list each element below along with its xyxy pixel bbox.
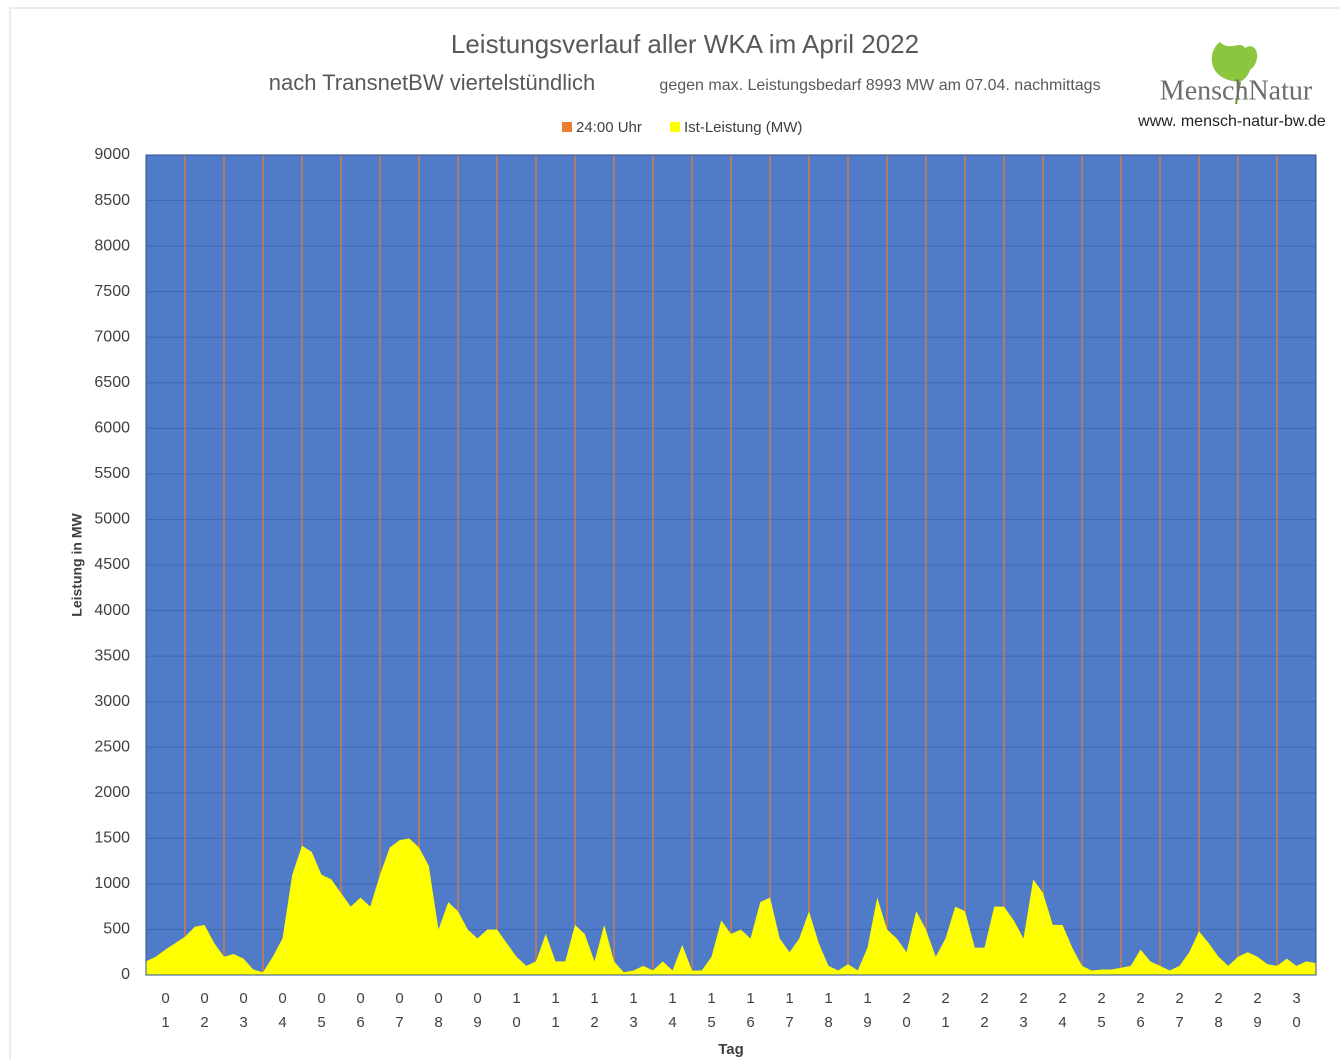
x-tick-label: 30 xyxy=(1292,990,1301,1031)
x-tick-label: 25 xyxy=(1097,990,1106,1031)
x-tick-label: 07 xyxy=(395,990,404,1031)
x-tick-label: 18 xyxy=(824,990,833,1031)
subtitle-note: gegen max. Leistungsbedarf 8993 MW am 07… xyxy=(659,77,1100,94)
x-tick-label: 06 xyxy=(356,990,365,1031)
x-tick-label: 11 xyxy=(551,990,560,1031)
y-tick-label: 4500 xyxy=(94,556,130,573)
x-tick-label: 12 xyxy=(590,990,599,1031)
legend-swatch xyxy=(562,122,572,132)
x-tick-label: 16 xyxy=(746,990,755,1031)
y-tick-label: 9000 xyxy=(94,146,130,163)
y-tick-label: 8500 xyxy=(94,192,130,209)
y-tick-label: 2000 xyxy=(94,784,130,801)
chart-title: Leistungsverlauf aller WKA im April 2022 xyxy=(451,29,919,59)
y-tick-label: 500 xyxy=(103,921,130,938)
y-tick-label: 3500 xyxy=(94,647,130,664)
x-tick-label: 19 xyxy=(863,990,872,1031)
x-tick-label: 26 xyxy=(1136,990,1145,1031)
x-tick-label: 29 xyxy=(1253,990,1262,1031)
y-tick-label: 0 xyxy=(121,966,130,983)
x-tick-label: 24 xyxy=(1058,990,1067,1031)
x-tick-label: 08 xyxy=(434,990,443,1031)
website: www. mensch-natur-bw.de xyxy=(1137,113,1326,130)
x-tick-label: 28 xyxy=(1214,990,1223,1031)
legend-label: 24:00 Uhr xyxy=(576,119,642,136)
y-tick-label: 1000 xyxy=(94,875,130,892)
x-tick-label: 10 xyxy=(512,990,521,1031)
x-tick-label: 27 xyxy=(1175,990,1184,1031)
y-tick-label: 4000 xyxy=(94,602,130,619)
x-tick-label: 04 xyxy=(278,990,287,1031)
y-tick-label: 7000 xyxy=(94,328,130,345)
subtitle: nach TransnetBW viertelstündlich xyxy=(269,70,596,95)
y-tick-label: 5000 xyxy=(94,511,130,528)
x-tick-label: 14 xyxy=(668,990,677,1031)
frame xyxy=(9,7,1340,1059)
area xyxy=(146,838,1316,975)
x-tick-label: 22 xyxy=(980,990,989,1031)
y-tick-label: 5500 xyxy=(94,465,130,482)
x-axis-label: Tag xyxy=(718,1041,744,1058)
logo-leaf xyxy=(1211,42,1258,105)
x-tick-label: 03 xyxy=(239,990,248,1031)
x-tick-label: 02 xyxy=(200,990,209,1031)
y-tick-label: 6000 xyxy=(94,420,130,437)
logo-text: MenschNatur xyxy=(1160,75,1313,106)
y-axis-label: Leistung in MW xyxy=(69,513,85,617)
x-tick-label: 05 xyxy=(317,990,326,1031)
x-tick-label: 20 xyxy=(902,990,911,1031)
legend-swatch xyxy=(670,122,680,132)
legend-label: Ist-Leistung (MW) xyxy=(684,119,802,136)
x-tick-label: 09 xyxy=(473,990,482,1031)
plot-border xyxy=(145,154,1317,976)
x-tick-label: 15 xyxy=(707,990,716,1031)
x-tick-label: 21 xyxy=(941,990,950,1031)
y-tick-label: 7500 xyxy=(94,283,130,300)
y-tick-label: 8000 xyxy=(94,237,130,254)
y-tick-label: 2500 xyxy=(94,738,130,755)
y-tick-label: 1500 xyxy=(94,830,130,847)
x-tick-label: 17 xyxy=(785,990,794,1031)
y-tick-label: 3000 xyxy=(94,693,130,710)
x-tick-label: 01 xyxy=(161,990,170,1031)
x-tick-label: 13 xyxy=(629,990,638,1031)
y-tick-label: 6500 xyxy=(94,374,130,391)
x-tick-label: 23 xyxy=(1019,990,1028,1031)
